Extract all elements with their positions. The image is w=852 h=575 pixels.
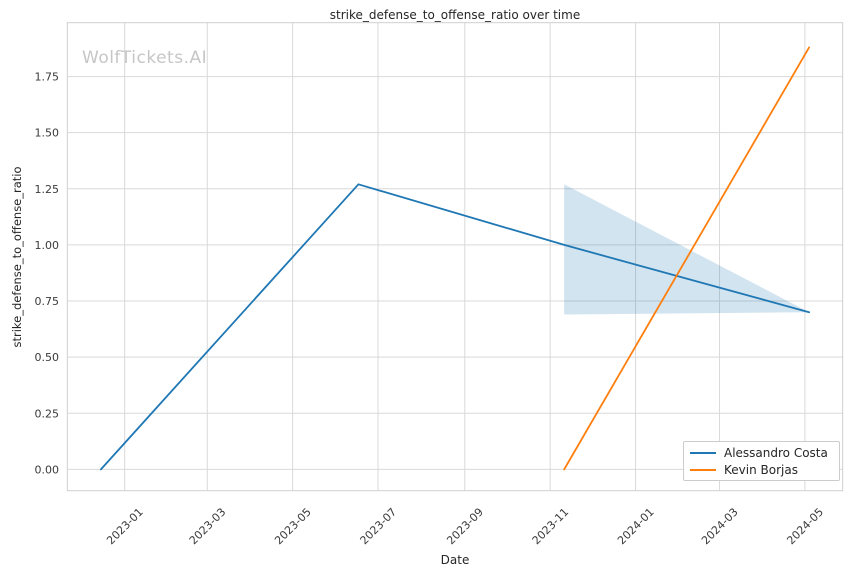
x-tick-label: 2023-01: [104, 506, 146, 548]
x-tick-label: 2023-05: [272, 506, 314, 548]
legend-line-swatch-orange: [690, 468, 716, 471]
y-tick-label: 1.75: [35, 71, 60, 84]
legend-item-kevin-borjas: Kevin Borjas: [690, 462, 833, 477]
chart-title: strike_defense_to_offense_ratio over tim…: [329, 8, 581, 22]
x-tick-label: 2023-07: [358, 506, 400, 548]
legend-line-swatch-blue: [690, 451, 716, 454]
y-tick-label: 0.75: [35, 295, 60, 308]
y-axis-label: strike_defense_to_offense_ratio: [10, 166, 24, 348]
x-axis-label: Date: [440, 553, 470, 567]
x-tick-label: 2024-03: [699, 506, 741, 548]
legend-item-alessandro-costa: Alessandro Costa: [690, 445, 833, 460]
x-tick-label: 2023-03: [187, 506, 229, 548]
series-line-kevin-borjas: [563, 46, 811, 471]
y-tick-label: 0.50: [35, 351, 60, 364]
y-tick-label: 1.25: [35, 183, 60, 196]
x-tick-label: 2024-01: [615, 506, 657, 548]
x-tick-label: 2024-05: [784, 506, 826, 548]
x-tick-label: 2023-11: [530, 506, 572, 548]
legend-box: Alessandro Costa Kevin Borjas: [683, 441, 840, 481]
confidence-band: [564, 184, 810, 315]
y-tick-label: 0.00: [35, 463, 60, 476]
y-tick-label: 1.00: [35, 239, 60, 252]
watermark-wolftickets: WolfTickets.AI: [82, 48, 208, 68]
legend-label: Kevin Borjas: [724, 462, 798, 477]
plot-border: [66, 22, 844, 492]
series-line-alessandro-costa: [99, 183, 811, 471]
y-tick-label: 0.25: [35, 407, 60, 420]
y-tick-label: 1.50: [35, 127, 60, 140]
x-tick-label: 2023-09: [444, 506, 486, 548]
legend-label: Alessandro Costa: [724, 445, 828, 460]
